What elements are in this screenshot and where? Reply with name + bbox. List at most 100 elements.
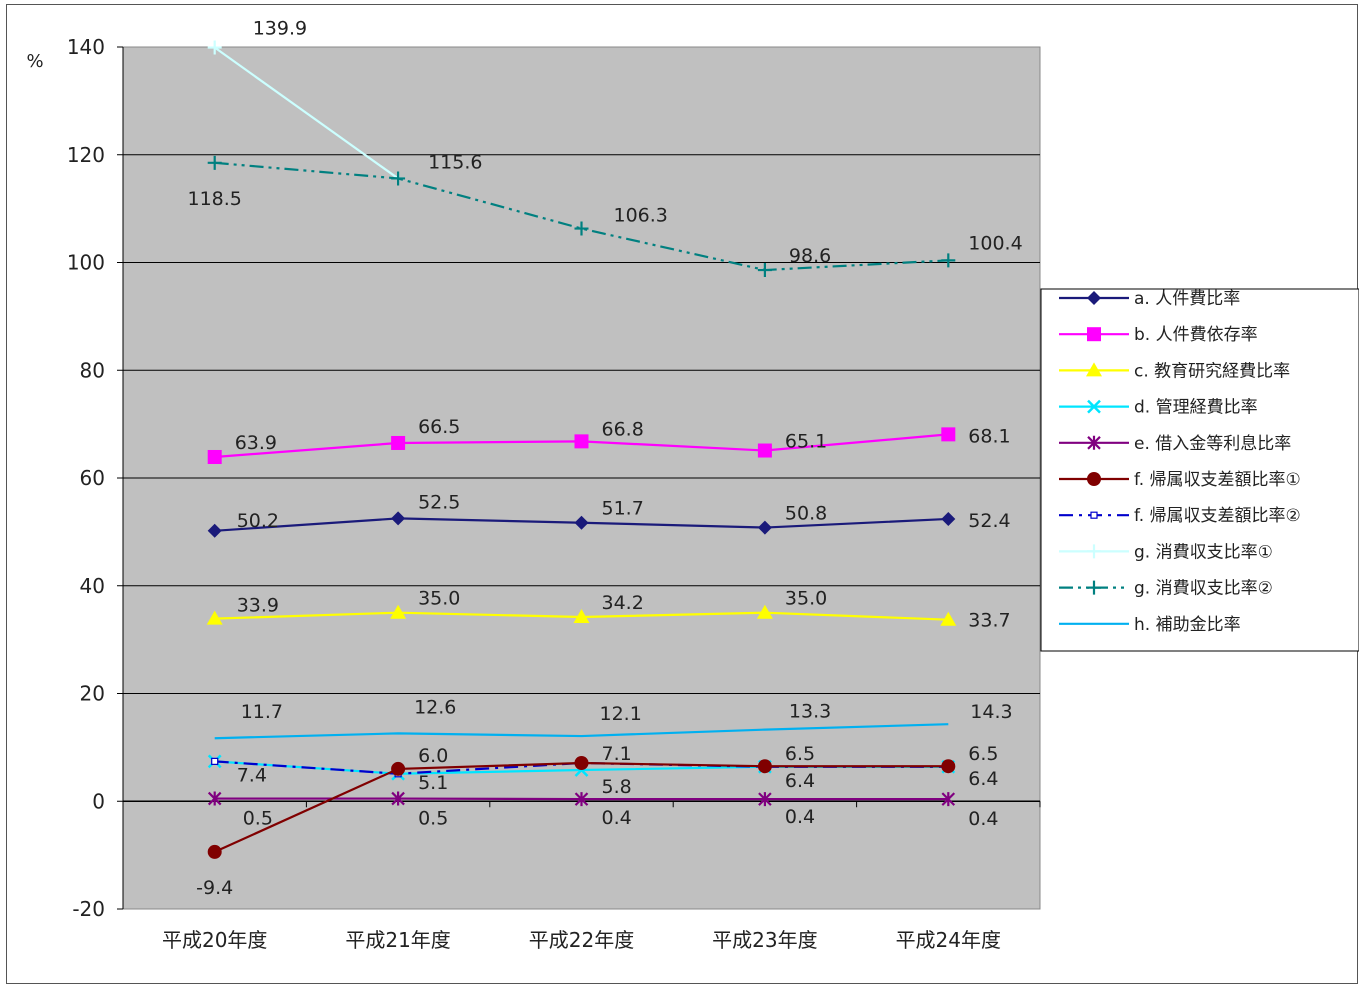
series-9 <box>214 723 949 740</box>
legend-item <box>1059 472 1129 486</box>
legend-marker <box>1087 580 1101 595</box>
data-point <box>941 792 956 807</box>
y-tick-label: 0 <box>92 789 105 813</box>
data-label: 35.0 <box>785 588 827 610</box>
legend-label: a. 人件費比率 <box>1134 289 1240 309</box>
data-label: 11.7 <box>241 701 283 723</box>
data-point <box>574 755 589 770</box>
data-point <box>207 844 222 859</box>
data-label: 6.5 <box>968 743 998 765</box>
data-label: 106.3 <box>614 205 668 227</box>
legend-marker <box>1087 291 1101 305</box>
legend-label: g. 消費収支比率② <box>1134 579 1273 599</box>
y-tick-label: 80 <box>80 358 105 382</box>
y-tick-label: 100 <box>67 251 105 275</box>
series-5 <box>207 755 956 859</box>
legend-item <box>1059 580 1129 595</box>
legend-label: c. 教育研究経費比率 <box>1134 361 1290 381</box>
data-label: 33.7 <box>968 610 1010 632</box>
data-point <box>941 253 956 268</box>
legend-item <box>1059 291 1129 305</box>
legend-marker <box>1087 399 1101 414</box>
data-label: 50.2 <box>237 510 279 532</box>
data-point <box>391 171 406 186</box>
data-label: 7.1 <box>602 743 632 765</box>
data-point <box>207 523 222 538</box>
x-tick-label: 平成24年度 <box>896 928 1001 952</box>
y-tick-label: -20 <box>72 897 105 921</box>
legend-marker <box>1087 327 1101 342</box>
legend-label: b. 人件費依存率 <box>1134 325 1258 345</box>
data-label: 0.5 <box>243 808 273 830</box>
data-label: 0.5 <box>418 808 448 830</box>
data-label: 0.4 <box>602 807 632 829</box>
data-label: 52.5 <box>418 491 460 513</box>
data-label: 63.9 <box>235 432 277 454</box>
x-tick-label: 平成22年度 <box>529 928 634 952</box>
data-point <box>757 263 772 278</box>
data-label: 98.6 <box>789 245 831 267</box>
data-label: 13.3 <box>789 701 831 723</box>
data-label: 6.0 <box>418 745 448 767</box>
data-label: 66.5 <box>418 416 460 438</box>
data-point <box>211 757 219 765</box>
data-point <box>207 449 222 464</box>
data-label: 33.9 <box>237 595 279 617</box>
data-point <box>574 792 589 807</box>
data-label: 14.3 <box>970 701 1012 723</box>
data-point <box>390 604 407 619</box>
legend-label: f. 帰属収支差額比率① <box>1134 470 1301 490</box>
data-label: 6.4 <box>968 768 998 790</box>
legend-marker <box>1086 362 1102 377</box>
legend-marker <box>1087 435 1101 450</box>
legend-label: d. 管理経費比率 <box>1134 398 1258 418</box>
x-tick-label: 平成20年度 <box>162 928 267 952</box>
series-line <box>214 46 399 180</box>
legend-label: g. 消費収支比率① <box>1134 542 1273 562</box>
data-label: 139.9 <box>253 18 307 40</box>
data-label: 5.8 <box>602 776 632 798</box>
series-2 <box>206 604 957 626</box>
data-label: 65.1 <box>785 431 827 453</box>
data-point <box>391 511 406 526</box>
data-label: -9.4 <box>196 877 233 899</box>
y-tick-label: 120 <box>67 143 105 167</box>
data-label: 0.4 <box>968 808 998 830</box>
legend-item <box>1059 435 1129 450</box>
legend-marker <box>1087 472 1101 486</box>
data-point <box>206 610 223 625</box>
y-tick-label: 40 <box>80 574 105 598</box>
data-point <box>391 435 406 450</box>
data-point <box>941 427 956 442</box>
legend-item <box>1059 327 1129 342</box>
data-point <box>941 759 956 774</box>
legend-marker <box>1087 544 1101 559</box>
data-label: 50.8 <box>785 503 827 525</box>
data-point <box>391 791 405 806</box>
data-point <box>391 761 406 776</box>
data-point <box>573 608 590 623</box>
data-label: 6.5 <box>785 743 815 765</box>
legend-item <box>1059 399 1129 414</box>
line-chart: 140 120 100 80 60 40 20 0 -20% 平成20年度 平成21年度 平成22年度… <box>26 18 1359 952</box>
data-point <box>940 611 957 626</box>
series-0 <box>207 511 956 538</box>
series-8 <box>207 155 956 278</box>
data-point <box>941 511 956 526</box>
series-1 <box>207 427 956 464</box>
data-point <box>574 434 589 449</box>
data-point <box>757 759 772 774</box>
data-label: 6.4 <box>785 770 815 792</box>
legend-label: h. 補助金比率 <box>1134 615 1241 635</box>
data-label: 68.1 <box>968 425 1010 447</box>
legend-item <box>1059 544 1129 559</box>
data-point <box>207 40 222 55</box>
data-point <box>758 792 772 807</box>
data-label: 100.4 <box>968 232 1022 254</box>
data-label: 115.6 <box>428 151 482 173</box>
series-line <box>214 723 949 740</box>
x-tick-label: 平成21年度 <box>345 928 450 952</box>
series-line <box>214 161 949 272</box>
data-label: 66.8 <box>602 418 644 440</box>
y-tick-label: 140 <box>67 35 105 59</box>
